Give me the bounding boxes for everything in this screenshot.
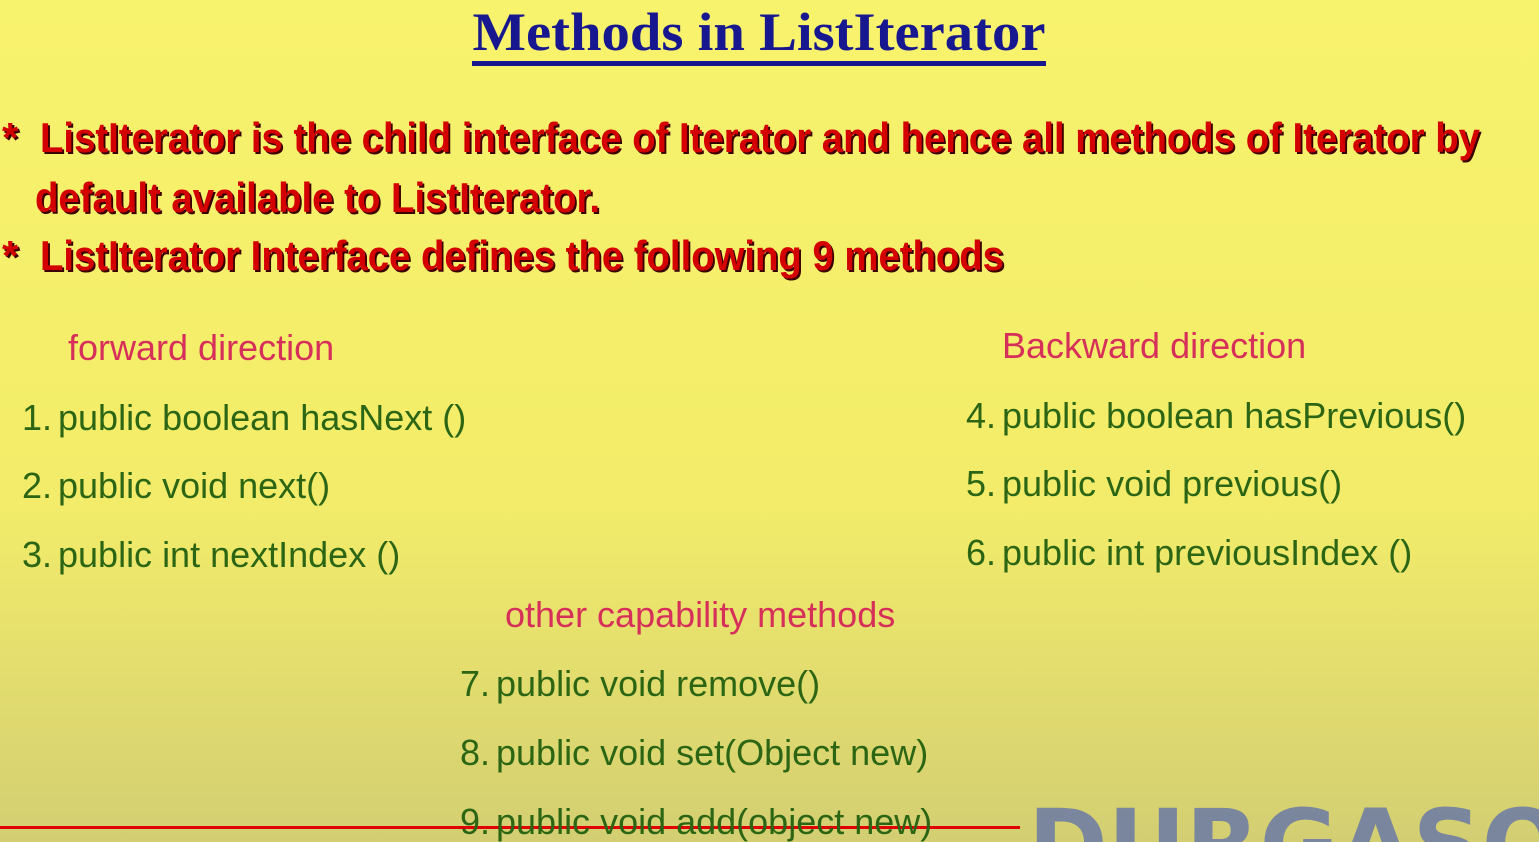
item-number: 1. [22,397,52,438]
item-number: 4. [966,395,996,436]
item-text: public boolean hasNext () [58,397,466,438]
bullet-marker: * [2,232,19,279]
item-number: 8. [460,732,490,773]
item-number: 2. [22,465,52,506]
item-number: 3. [22,534,52,575]
item-text: public boolean hasPrevious() [1002,395,1466,436]
sections: forward direction 1. public boolean hasNex… [22,325,1466,842]
progress-bar [0,826,1020,829]
bullet-text: default available to ListIterator. [35,174,600,221]
item-text: public void previous() [1002,463,1342,504]
section-heading: Backward direction [1002,325,1306,366]
bullet-text: ListIterator Interface defines the follo… [40,232,1004,279]
item-number: 9. [460,801,490,842]
item-number: 7. [460,663,490,704]
bullet-text: ListIterator is the child interface of I… [40,114,1481,161]
item-text: public void remove() [496,663,820,704]
section-heading: forward direction [68,327,334,368]
slide-title: Methods in ListIterator [473,2,1046,62]
item-number: 6. [966,532,996,573]
section-heading: other capability methods [505,594,895,635]
item-text: public int previousIndex () [1002,532,1412,573]
item-text: public int nextIndex () [58,534,400,575]
item-text: public void set(Object new) [496,732,928,773]
item-text: public void add(object new) [496,801,932,842]
watermark: DURGASOFT [1028,789,1539,842]
title-underline [472,61,1046,66]
item-number: 5. [966,463,996,504]
bullet-marker: * [2,114,19,161]
item-text: public void next() [58,465,330,506]
